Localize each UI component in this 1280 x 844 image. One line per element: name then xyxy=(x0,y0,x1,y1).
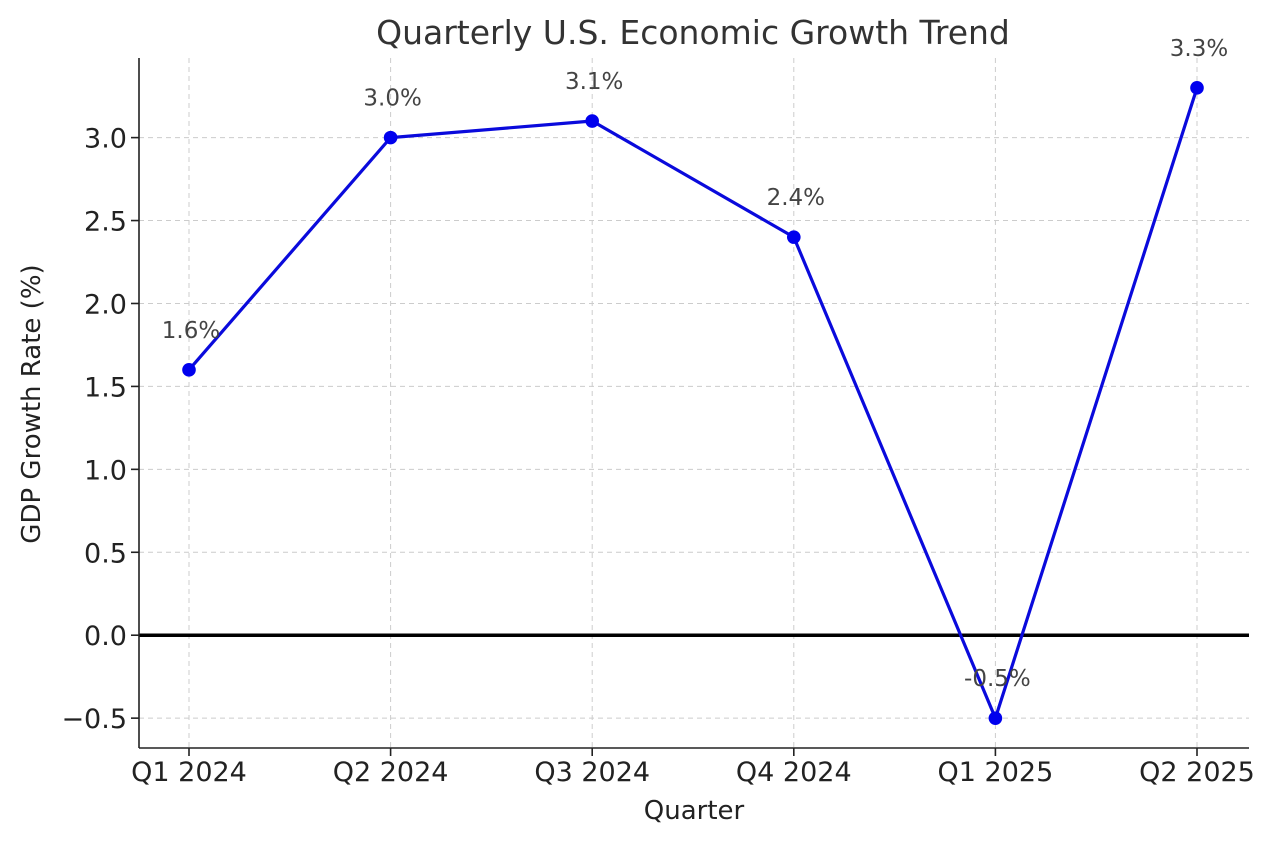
labels: 1.6% 3.0% 3.1% 2.4% -0.5% 3.3% xyxy=(162,36,1228,692)
y-tick-label: 0.0 xyxy=(84,621,127,652)
data-label: 3.0% xyxy=(363,86,421,112)
data-label: 3.3% xyxy=(1170,36,1228,62)
data-point xyxy=(1190,81,1204,95)
data-point xyxy=(787,230,801,244)
data-point xyxy=(182,363,196,377)
data-label: 1.6% xyxy=(162,318,220,344)
series xyxy=(182,81,1204,725)
grid xyxy=(139,58,1249,748)
y-tick-label: 1.5 xyxy=(84,372,127,403)
y-tick-label: 3.0 xyxy=(84,124,127,155)
x-tick-label: Q1 2024 xyxy=(131,757,247,788)
x-tick-label: Q2 2025 xyxy=(1139,757,1255,788)
chart-title: Quarterly U.S. Economic Growth Trend xyxy=(376,13,1010,52)
data-label: -0.5% xyxy=(964,666,1031,692)
y-tick-label: 0.5 xyxy=(84,538,127,569)
y-tick-label: 2.5 xyxy=(84,207,127,238)
data-label: 3.1% xyxy=(565,69,623,95)
y-tick-label: 2.0 xyxy=(84,289,127,320)
data-point xyxy=(585,114,599,128)
data-label: 2.4% xyxy=(767,185,825,211)
x-tick-label: Q2 2024 xyxy=(333,757,449,788)
y-tick-label: −0.5 xyxy=(61,704,127,735)
axes: −0.5 0.0 0.5 1.0 1.5 2.0 2.5 3.0 Q1 2024 Q2 2024 Q… xyxy=(61,58,1255,788)
y-tick-label: 1.0 xyxy=(84,455,127,486)
data-point xyxy=(383,130,398,145)
x-tick-label: Q3 2024 xyxy=(534,757,650,788)
x-tick-label: Q1 2025 xyxy=(938,757,1054,788)
data-point xyxy=(988,711,1003,725)
y-axis-label: GDP Growth Rate (%) xyxy=(17,264,47,543)
x-tick-label: Q4 2024 xyxy=(736,757,852,788)
x-axis-label: Quarter xyxy=(644,796,745,826)
series-line xyxy=(187,87,1199,720)
